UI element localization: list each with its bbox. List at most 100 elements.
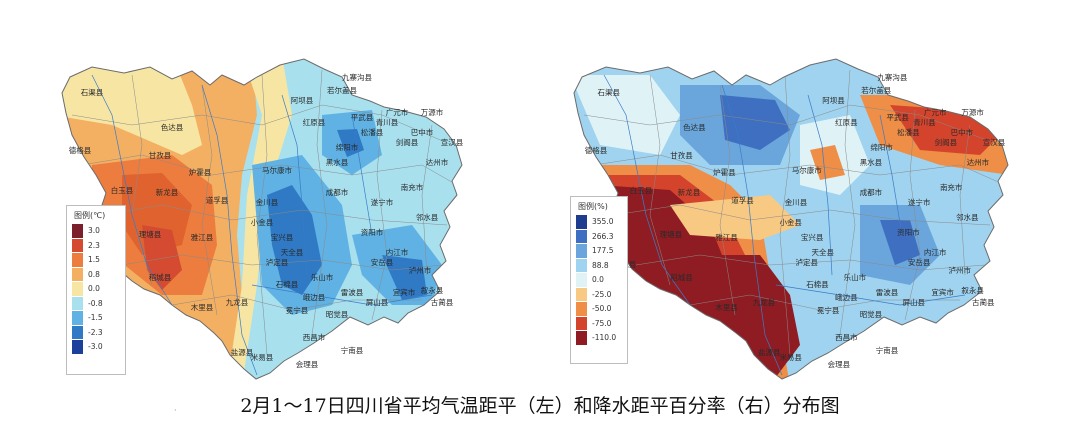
county-label: 宝兴县 <box>801 232 824 242</box>
county-label: 泸定县 <box>796 257 819 267</box>
county-label: 米易县 <box>251 352 274 362</box>
county-label: 宣汉县 <box>983 137 1006 147</box>
county-label: 天全县 <box>281 247 304 257</box>
county-label: 安岳县 <box>908 257 931 267</box>
county-label: 西昌市 <box>303 332 326 342</box>
county-label: 九寨沟县 <box>877 72 907 82</box>
county-label: 邻水县 <box>416 212 439 222</box>
county-label: 阿坝县 <box>822 96 845 105</box>
county-label: 色达县 <box>161 122 184 132</box>
county-label: 遂宁市 <box>908 197 931 207</box>
county-label: 若尔盖县 <box>327 85 357 95</box>
county-label: 白玉县 <box>630 185 653 195</box>
county-label: 古蔺县 <box>972 297 995 307</box>
legend-labels: 3.0 2.3 1.5 0.8 0.0 -0.8 -1.5 -2.3 -3.0 <box>88 224 120 355</box>
county-label: 雅江县 <box>715 232 738 242</box>
county-label: 巴中市 <box>951 127 974 137</box>
legend-swatch <box>576 331 587 346</box>
county-label: 红原县 <box>835 117 858 127</box>
county-label: 阿坝县 <box>291 96 314 105</box>
legend-tick-label: -75.0 <box>592 318 612 328</box>
county-label: 资阳市 <box>897 227 920 237</box>
legend-tick-label: 266.3 <box>592 231 614 241</box>
county-label: 成都市 <box>860 187 883 197</box>
county-label: 金川县 <box>785 197 808 207</box>
legend-swatch <box>576 244 587 259</box>
legend-tick-label: -0.8 <box>88 298 103 308</box>
dot-mark: · <box>174 406 177 415</box>
county-label: 会理县 <box>828 359 851 369</box>
county-label: 盐源县 <box>758 347 781 357</box>
temperature-map-svg: 石渠县色达县德格县甘孜县炉霍县白玉县新龙县道孚县巴塘县理塘县雅江县乡城县稻城县九… <box>61 58 464 380</box>
county-label: 邻水县 <box>956 212 979 222</box>
county-label: 雷波县 <box>876 287 899 297</box>
county-label: 内江市 <box>386 247 409 257</box>
legend-swatch <box>72 253 83 268</box>
county-label: 屏山县 <box>903 297 926 307</box>
county-label: 安岳县 <box>371 257 394 267</box>
county-label: 西昌市 <box>835 332 858 342</box>
legend-tick-label: 0.0 <box>88 284 100 293</box>
county-label: 石渠县 <box>81 87 104 97</box>
county-label: 新龙县 <box>678 187 701 197</box>
county-label: 平武县 <box>351 112 374 122</box>
county-label: 剑阁县 <box>396 137 419 147</box>
county-label: 若尔盖县 <box>861 85 891 95</box>
legend-swatch <box>576 302 587 317</box>
legend-tick-label: -50.0 <box>592 304 612 313</box>
legend-tick-label: -3.0 <box>88 342 103 351</box>
county-label: 米易县 <box>779 352 802 362</box>
county-label: 万源市 <box>421 107 444 117</box>
county-label: 马尔康市 <box>262 165 292 175</box>
legend-tick-label: 0.8 <box>88 269 100 279</box>
temperature-legend: 图例(℃) 3.0 2.3 1.5 0.8 0.0 -0.8 -1.5 -2.3 -3.0 <box>66 205 126 375</box>
legend-labels: 355.0 266.3 177.5 88.8 0.0 -25.0 -50.0 -75.0 -11… <box>592 215 622 346</box>
rivers <box>603 74 966 376</box>
county-label: 德格县 <box>585 145 608 155</box>
legend-tick-label: -110.0 <box>592 333 617 342</box>
county-label: 达州市 <box>426 157 449 167</box>
legend-tick-label: 177.5 <box>592 246 614 255</box>
county-label: 峨边县 <box>835 292 858 302</box>
county-label: 内江市 <box>924 247 947 257</box>
precipitation-legend: 图例(%) 355.0 266.3 177.5 88.8 0.0 -25.0 -50.0 -7… <box>570 196 628 364</box>
county-boundaries <box>583 69 1006 356</box>
county-label: 绵阳市 <box>336 142 359 152</box>
legend-swatch <box>576 316 587 331</box>
county-label: 巴中市 <box>411 127 434 137</box>
legend-swatch <box>72 267 83 282</box>
county-label: 红原县 <box>303 117 326 127</box>
county-label: 石棉县 <box>276 279 299 289</box>
county-label: 达州市 <box>967 157 990 167</box>
legend-swatches <box>576 215 587 346</box>
legend-tick-label: -2.3 <box>88 327 103 337</box>
legend-swatch <box>576 258 587 273</box>
county-label: 松潘县 <box>897 127 920 137</box>
legend-swatch <box>576 273 587 288</box>
county-label: 德格县 <box>69 145 92 155</box>
county-label: 炉霍县 <box>713 167 736 177</box>
county-label: 炉霍县 <box>189 167 212 177</box>
county-label: 新龙县 <box>156 187 179 197</box>
county-label: 峨边县 <box>303 292 326 302</box>
county-label: 理塘县 <box>139 229 162 239</box>
county-label: 木里县 <box>191 302 214 312</box>
county-label: 剑阁县 <box>935 137 958 147</box>
legend-tick-label: 355.0 <box>592 217 614 226</box>
legend-swatches <box>72 224 83 355</box>
county-boundaries <box>71 69 458 356</box>
county-label: 色达县 <box>683 122 706 132</box>
county-label: 广元市 <box>924 107 947 117</box>
county-label: 冕宁县 <box>286 305 309 315</box>
legend-swatch <box>576 215 587 230</box>
county-label: 成都市 <box>326 187 349 197</box>
legend-tick-label: -1.5 <box>88 313 103 322</box>
county-label: 绵阳市 <box>870 142 893 152</box>
county-label: 雷波县 <box>341 287 364 297</box>
county-label: 叙永县 <box>961 285 984 295</box>
county-label: 宣汉县 <box>441 137 464 147</box>
county-label: 小金县 <box>251 217 274 227</box>
county-label: 松潘县 <box>361 127 384 137</box>
temperature-anomaly-map: 石渠县色达县德格县甘孜县炉霍县白玉县新龙县道孚县巴塘县理塘县雅江县乡城县稻城县九… <box>52 55 492 385</box>
